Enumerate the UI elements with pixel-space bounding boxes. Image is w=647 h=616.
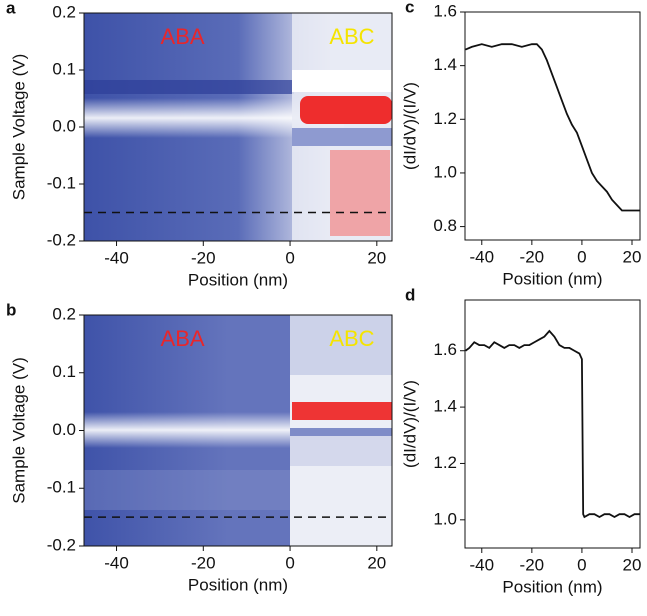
y-axis-label: Sample Voltage (V) <box>9 357 28 503</box>
x-tick-label: -40 <box>469 555 494 574</box>
x-tick-label: -40 <box>104 248 129 267</box>
line-series <box>465 43 640 212</box>
y-axis-label: (dI/dV)/(I/V) <box>400 380 419 468</box>
x-axis-label: Position (nm) <box>188 270 288 289</box>
y-axis-label: (dI/dV)/(I/V) <box>400 82 419 170</box>
y-tick-label: -0.2 <box>47 230 76 249</box>
x-tick-label: 20 <box>623 247 642 266</box>
y-tick-label: 0.2 <box>52 2 76 21</box>
heatmap-image <box>84 13 392 241</box>
x-tick-label: 0 <box>577 555 586 574</box>
x-tick-label: 20 <box>367 248 386 267</box>
plot-frame <box>464 11 641 241</box>
y-tick-label: 0.8 <box>433 216 457 235</box>
y-tick-label: -0.2 <box>47 535 76 554</box>
y-tick-label: 1.4 <box>433 397 457 416</box>
heatmap-image <box>84 315 392 546</box>
x-tick-label: -40 <box>104 553 129 572</box>
panel-label: b <box>6 300 16 319</box>
x-tick-label: -20 <box>191 248 216 267</box>
y-tick-label: 0.0 <box>52 420 76 439</box>
y-tick-label: 1.6 <box>433 1 457 20</box>
panel-label: d <box>405 285 415 304</box>
y-tick-label: -0.1 <box>47 173 76 192</box>
y-tick-label: 1.2 <box>433 109 457 128</box>
y-tick-label: 0.2 <box>52 304 76 323</box>
y-tick-label: 1.2 <box>433 453 457 472</box>
x-axis-label: Position (nm) <box>502 577 602 596</box>
annotation: ABA <box>161 326 205 351</box>
y-tick-label: 0.0 <box>52 116 76 135</box>
x-tick-label: 0 <box>285 553 294 572</box>
x-axis-label: Position (nm) <box>188 575 288 594</box>
annotation: ABC <box>329 326 374 351</box>
y-tick-label: 1.0 <box>433 162 457 181</box>
annotation: ABC <box>329 24 374 49</box>
panel-label: c <box>405 0 414 16</box>
x-tick-label: 20 <box>623 555 642 574</box>
x-tick-label: 0 <box>285 248 294 267</box>
line-series <box>464 329 640 519</box>
x-tick-label: 20 <box>367 553 386 572</box>
y-tick-label: 1.4 <box>433 55 457 74</box>
plot-frame <box>464 299 641 549</box>
y-tick-label: 1.6 <box>433 340 457 359</box>
y-tick-label: 1.0 <box>433 509 457 528</box>
x-tick-label: 0 <box>577 247 586 266</box>
x-tick-label: -20 <box>520 247 545 266</box>
y-axis-label: Sample Voltage (V) <box>9 54 28 200</box>
x-axis-label: Position (nm) <box>502 269 602 288</box>
x-tick-label: -40 <box>469 247 494 266</box>
panel-label: a <box>6 0 16 17</box>
annotation: ABA <box>161 24 205 49</box>
x-tick-label: -20 <box>191 553 216 572</box>
y-tick-label: 0.1 <box>52 59 76 78</box>
y-tick-label: -0.1 <box>47 478 76 497</box>
x-tick-label: -20 <box>520 555 545 574</box>
y-tick-label: 0.1 <box>52 362 76 381</box>
